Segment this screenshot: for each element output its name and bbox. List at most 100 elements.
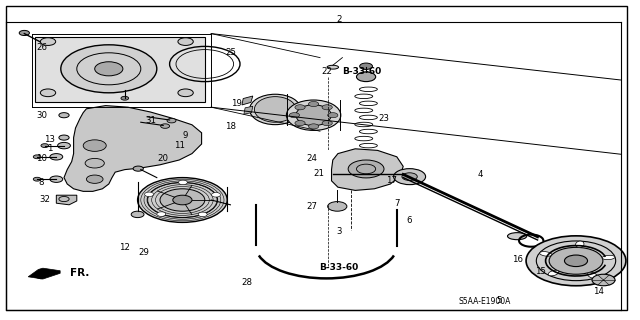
Text: 30: 30 <box>36 111 47 120</box>
Circle shape <box>19 30 29 36</box>
Text: 20: 20 <box>157 154 169 163</box>
Text: 5: 5 <box>497 296 502 305</box>
Circle shape <box>41 144 49 148</box>
Circle shape <box>83 140 106 151</box>
Circle shape <box>178 89 193 97</box>
Polygon shape <box>332 149 403 190</box>
Circle shape <box>308 124 319 129</box>
Text: 19: 19 <box>232 100 242 108</box>
Polygon shape <box>35 37 205 102</box>
Circle shape <box>394 169 426 185</box>
Polygon shape <box>64 106 202 191</box>
Polygon shape <box>242 96 253 105</box>
Circle shape <box>59 135 69 140</box>
Circle shape <box>33 155 41 159</box>
Text: 2: 2 <box>337 15 342 24</box>
Text: 24: 24 <box>307 154 318 163</box>
Circle shape <box>138 178 227 222</box>
Circle shape <box>40 89 56 97</box>
Text: 27: 27 <box>307 202 318 211</box>
Text: 3: 3 <box>337 228 342 236</box>
Circle shape <box>95 62 123 76</box>
Text: 10: 10 <box>36 154 47 163</box>
Circle shape <box>40 38 56 45</box>
Text: 32: 32 <box>39 195 51 204</box>
Circle shape <box>549 247 603 274</box>
Text: 6: 6 <box>407 216 412 225</box>
Circle shape <box>160 189 205 211</box>
Text: 4: 4 <box>477 170 483 179</box>
Ellipse shape <box>250 94 301 124</box>
Ellipse shape <box>575 241 584 247</box>
Circle shape <box>167 118 176 123</box>
Circle shape <box>33 177 41 181</box>
Text: 21: 21 <box>313 169 324 178</box>
Text: 7: 7 <box>394 199 399 208</box>
Text: FR.: FR. <box>70 268 89 278</box>
Circle shape <box>402 173 417 180</box>
Circle shape <box>322 121 332 126</box>
Text: 13: 13 <box>44 135 55 144</box>
Circle shape <box>322 105 332 110</box>
Circle shape <box>356 72 376 82</box>
Circle shape <box>157 212 166 216</box>
Polygon shape <box>28 268 60 279</box>
Text: 23: 23 <box>378 114 390 123</box>
Ellipse shape <box>588 272 597 278</box>
Circle shape <box>308 101 319 107</box>
Circle shape <box>212 193 221 197</box>
Ellipse shape <box>548 270 559 276</box>
Ellipse shape <box>602 255 615 260</box>
Circle shape <box>295 121 305 126</box>
Circle shape <box>50 176 63 182</box>
Text: 8: 8 <box>39 178 44 187</box>
Text: 22: 22 <box>321 68 332 76</box>
Text: 26: 26 <box>36 43 47 52</box>
Circle shape <box>289 113 300 118</box>
Circle shape <box>61 45 157 93</box>
Circle shape <box>295 105 305 110</box>
Text: 9: 9 <box>183 132 188 140</box>
Text: 25: 25 <box>225 48 236 57</box>
Text: 28: 28 <box>241 278 252 287</box>
Text: 1: 1 <box>47 144 52 153</box>
Circle shape <box>85 158 104 168</box>
Circle shape <box>592 274 615 286</box>
Text: S5AA-E1900A: S5AA-E1900A <box>459 297 511 306</box>
Text: 14: 14 <box>593 287 604 296</box>
Circle shape <box>564 255 588 267</box>
Circle shape <box>178 38 193 45</box>
Text: 16: 16 <box>511 255 523 264</box>
Circle shape <box>161 124 170 128</box>
Circle shape <box>173 195 192 205</box>
Polygon shape <box>244 106 253 114</box>
Circle shape <box>179 180 188 185</box>
Ellipse shape <box>296 105 332 125</box>
Text: B-33-60: B-33-60 <box>319 263 359 272</box>
Text: B-33-60: B-33-60 <box>342 68 381 76</box>
Ellipse shape <box>254 97 296 122</box>
Polygon shape <box>56 195 77 205</box>
Circle shape <box>133 166 143 171</box>
Ellipse shape <box>327 65 339 69</box>
Circle shape <box>86 175 103 183</box>
Circle shape <box>50 154 63 160</box>
Circle shape <box>328 202 347 211</box>
Text: 12: 12 <box>119 244 131 252</box>
Text: 29: 29 <box>139 248 149 257</box>
Text: 18: 18 <box>225 122 236 131</box>
Circle shape <box>348 160 384 178</box>
Ellipse shape <box>540 252 552 256</box>
Circle shape <box>198 212 207 217</box>
Circle shape <box>59 113 69 118</box>
Text: 15: 15 <box>535 268 547 276</box>
Circle shape <box>58 142 70 149</box>
Circle shape <box>121 96 129 100</box>
Circle shape <box>360 63 372 69</box>
Circle shape <box>131 211 144 218</box>
Circle shape <box>328 113 338 118</box>
Ellipse shape <box>508 233 527 240</box>
Ellipse shape <box>287 100 341 130</box>
Circle shape <box>526 236 626 286</box>
Text: 31: 31 <box>145 116 156 125</box>
